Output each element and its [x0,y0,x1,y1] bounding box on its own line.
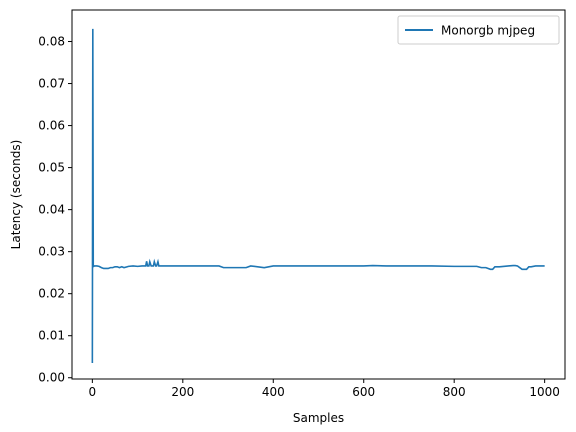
y-tick-label: 0.06 [38,119,65,133]
x-tick-label: 600 [352,385,375,399]
series-line-monorgb-mjpeg [91,28,545,364]
legend-label: Monorgb mjpeg [441,24,535,38]
y-tick-label: 0.07 [38,77,65,91]
y-axis-ticks: 0.00 0.01 0.02 0.03 0.04 0.05 0.06 0.07 0.08 [38,35,72,385]
y-tick-label: 0.00 [38,371,65,385]
series-layer [91,28,545,364]
x-tick-label: 200 [171,385,194,399]
x-axis-ticks: 0 200 400 600 800 1000 [89,379,560,399]
y-tick-label: 0.05 [38,161,65,175]
x-tick-label: 800 [443,385,466,399]
plot-area [72,10,565,379]
plot-frame [71,9,566,380]
legend-box [397,15,560,45]
x-tick-label: 1000 [529,385,560,399]
y-tick-label: 0.04 [38,203,65,217]
y-tick-label: 0.02 [38,287,65,301]
y-tick-label: 0.01 [38,329,65,343]
y-tick-label: 0.08 [38,35,65,49]
y-tick-label: 0.03 [38,245,65,259]
x-tick-label: 0 [89,385,97,399]
legend: Monorgb mjpeg [397,15,560,45]
y-axis-label: Latency (seconds) [9,140,23,250]
x-tick-label: 400 [262,385,285,399]
x-axis-label: Samples [293,411,344,425]
